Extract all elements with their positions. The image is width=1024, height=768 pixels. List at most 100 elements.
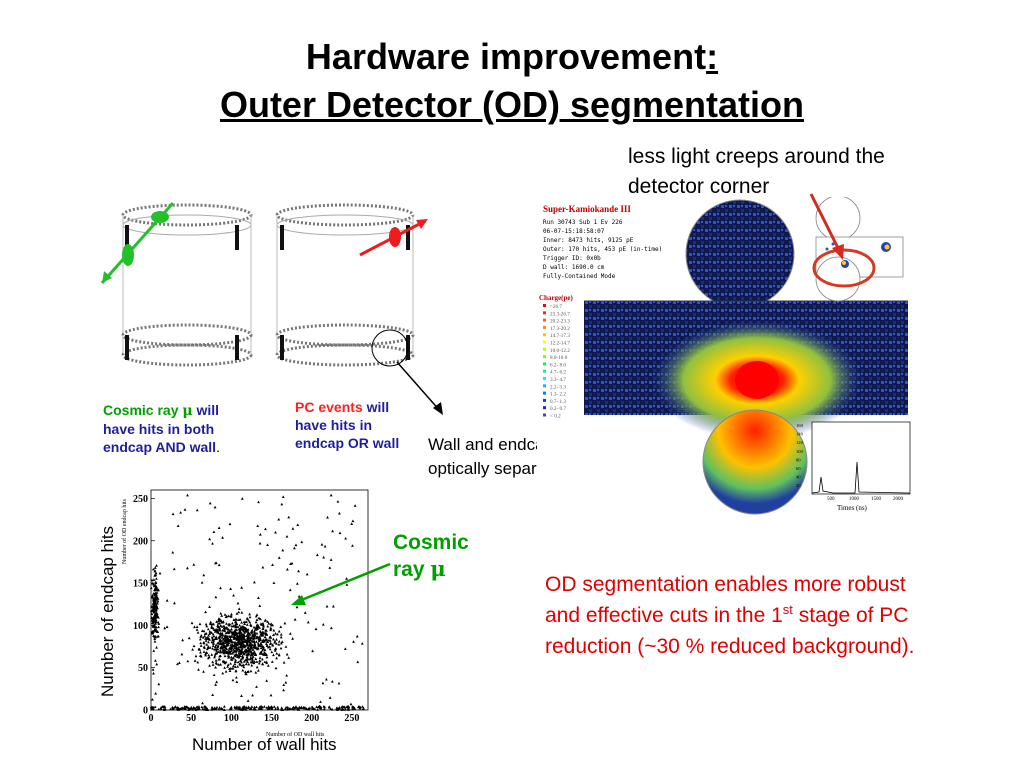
scatter-point: [277, 653, 281, 656]
scatter-point: [246, 656, 249, 660]
scatter-point: [277, 517, 281, 521]
scatter-point: [249, 669, 253, 673]
scatter-point: [311, 649, 314, 653]
scatter-point: [248, 707, 252, 710]
scatter-point: [322, 555, 326, 559]
scatter-point: [285, 567, 289, 571]
scatter-point: [221, 649, 225, 652]
scatter-point: [240, 633, 244, 637]
scatter-point: [263, 648, 267, 652]
scatter-point: [198, 637, 202, 641]
scatter-point: [246, 633, 249, 637]
scatter-point: [151, 581, 154, 585]
scatter-point: [198, 622, 202, 626]
scatter-point: [279, 635, 283, 639]
scatter-point: [152, 578, 156, 581]
scatter-point: [228, 622, 232, 626]
scatter-point: [287, 515, 291, 519]
ed-count-tick: 80: [796, 457, 801, 462]
scatter-point: [266, 664, 270, 667]
scatter-point: [248, 633, 252, 636]
ed-scale-label: 12.2-14.7: [550, 341, 570, 347]
ed-time-tick: 1500: [871, 497, 882, 502]
cosmic-ray-label: Cosmic ray μ: [393, 531, 469, 581]
scatter-point: [264, 653, 268, 657]
scatter-point: [236, 660, 240, 664]
scatter-point: [246, 639, 250, 642]
scatter-point: [228, 637, 232, 641]
ed-count-tick: 60: [796, 466, 801, 471]
scatter-point: [239, 648, 243, 652]
scatter-point: [173, 601, 176, 605]
scatter-point: [235, 643, 239, 646]
scatter-point: [256, 641, 260, 645]
scatter-point: [247, 662, 251, 666]
scatter-point: [358, 706, 362, 710]
scatter-point: [226, 663, 230, 666]
scatter-point: [207, 640, 210, 644]
scatter-point: [236, 647, 240, 650]
scatter-point: [241, 655, 245, 659]
scatter-point: [271, 643, 275, 646]
scatter-point: [155, 591, 159, 594]
scatter-point: [275, 642, 278, 645]
scatter-point: [346, 705, 350, 708]
scatter-point: [190, 706, 193, 710]
scatter-point: [252, 580, 256, 584]
scatter-point: [328, 696, 332, 699]
scatter-point: [222, 626, 226, 630]
scatter-point: [291, 527, 295, 530]
scatter-point: [235, 631, 239, 634]
scatter-point: [229, 707, 233, 711]
ed-scale-label: 2.2- 3.3: [550, 384, 566, 390]
scatter-point: [240, 621, 243, 624]
scatter-point: [238, 633, 241, 636]
scatter-point: [246, 660, 249, 664]
scatter-point: [229, 587, 233, 590]
scatter-point: [328, 566, 332, 569]
scatter-point: [265, 629, 268, 632]
scatter-point: [331, 529, 334, 533]
scatter-point: [275, 656, 278, 660]
scatter-point: [237, 642, 241, 645]
ed-scale-swatch: [543, 355, 546, 359]
scatter-point: [213, 505, 217, 509]
scatter-point: [217, 650, 221, 654]
x-tick-label: 150: [264, 713, 279, 724]
scatter-point: [258, 651, 262, 655]
scatter-point: [288, 588, 292, 592]
scatter-point: [265, 706, 269, 709]
scatter-points: [149, 493, 365, 711]
scatter-point: [275, 652, 279, 655]
scatter-point: [234, 648, 238, 651]
event-display: Super-Kamiokande III Run 30743 Sub 1 Ev …: [537, 197, 933, 517]
ed-info-line: Trigger ID: 0x0b: [543, 255, 601, 262]
scatter-point: [303, 611, 307, 614]
scatter-point: [202, 629, 206, 633]
scatter-point: [318, 704, 321, 708]
scatter-point: [246, 651, 250, 655]
scatter-point: [172, 706, 176, 710]
scatter-point: [149, 707, 153, 711]
scatter-point: [157, 622, 161, 625]
scatter-point: [273, 641, 277, 644]
scatter-point: [157, 625, 160, 629]
scatter-point: [155, 592, 158, 596]
scatter-point: [211, 637, 215, 641]
scatter-point: [244, 638, 248, 642]
scatter-point: [235, 705, 239, 708]
scatter-point: [154, 659, 157, 662]
scatter-point: [244, 662, 248, 666]
scatter-point: [208, 664, 211, 667]
scatter-point: [282, 660, 286, 664]
scatter-point: [230, 658, 234, 661]
scatter-point: [248, 643, 251, 647]
scatter-point: [265, 661, 269, 665]
scatter-point: [325, 604, 329, 608]
scatter-point: [223, 666, 227, 669]
scatter-point: [276, 705, 280, 709]
scatter-point: [204, 652, 207, 656]
scatter-point: [261, 621, 265, 625]
ed-title: Super-Kamiokande III: [543, 204, 631, 214]
scatter-point: [233, 644, 237, 648]
